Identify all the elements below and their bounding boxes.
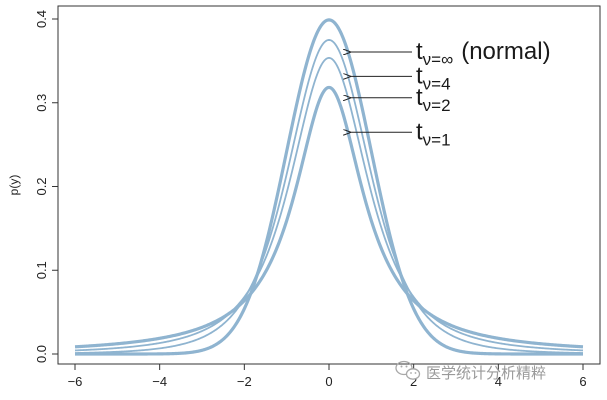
y-tick-label: 0.0 (34, 345, 49, 363)
annotation-t: t (416, 118, 423, 145)
y-tick-label: 0.1 (34, 261, 49, 279)
annotation-subscript: ν=1 (423, 130, 451, 149)
x-tick-label: 6 (579, 374, 586, 389)
annotation-t: t (416, 84, 423, 111)
annotation-subscript: ν=2 (423, 96, 451, 115)
wechat-icon (395, 360, 421, 380)
annotation-label: tν=1 (416, 118, 451, 149)
y-tick-label: 0.4 (34, 10, 49, 28)
annotation-t: t (416, 38, 423, 65)
x-tick-label: 0 (325, 374, 332, 389)
annotation-label: tν=4 (416, 62, 451, 93)
curve-nu1 (74, 85, 584, 349)
y-tick-label: 0.2 (34, 177, 49, 195)
curve-nu4 (74, 39, 584, 354)
watermark-text: 医学统计分析精粹 (426, 365, 546, 382)
curve-nu2 (74, 57, 584, 352)
x-tick-label: −6 (68, 374, 83, 389)
annotation-label: tν=∞ (normal) (416, 38, 551, 69)
annotation-t: t (416, 62, 423, 89)
y-axis: 0.0 0.1 0.2 0.3 0.4 (34, 10, 58, 363)
annotation-subscript: ν=∞ (423, 50, 454, 69)
annotations: tν=∞ (normal)tν=4tν=2tν=1 (350, 38, 551, 149)
curves (74, 18, 584, 356)
x-tick-label: 4 (495, 374, 502, 389)
annotation-suffix: (normal) (461, 38, 550, 65)
x-tick-label: −4 (152, 374, 167, 389)
curve-normal (74, 18, 584, 356)
x-tick-label: −2 (237, 374, 252, 389)
annotation-subscript: ν=4 (423, 74, 451, 93)
y-axis-title: p(y) (7, 175, 21, 196)
annotation-label: tν=2 (416, 84, 451, 115)
x-tick-label: 2 (410, 374, 417, 389)
y-tick-label: 0.3 (34, 94, 49, 112)
watermark: 医学统计分析精粹 (395, 360, 546, 382)
x-axis: −6 −4 −2 0 2 4 6 (68, 364, 587, 389)
